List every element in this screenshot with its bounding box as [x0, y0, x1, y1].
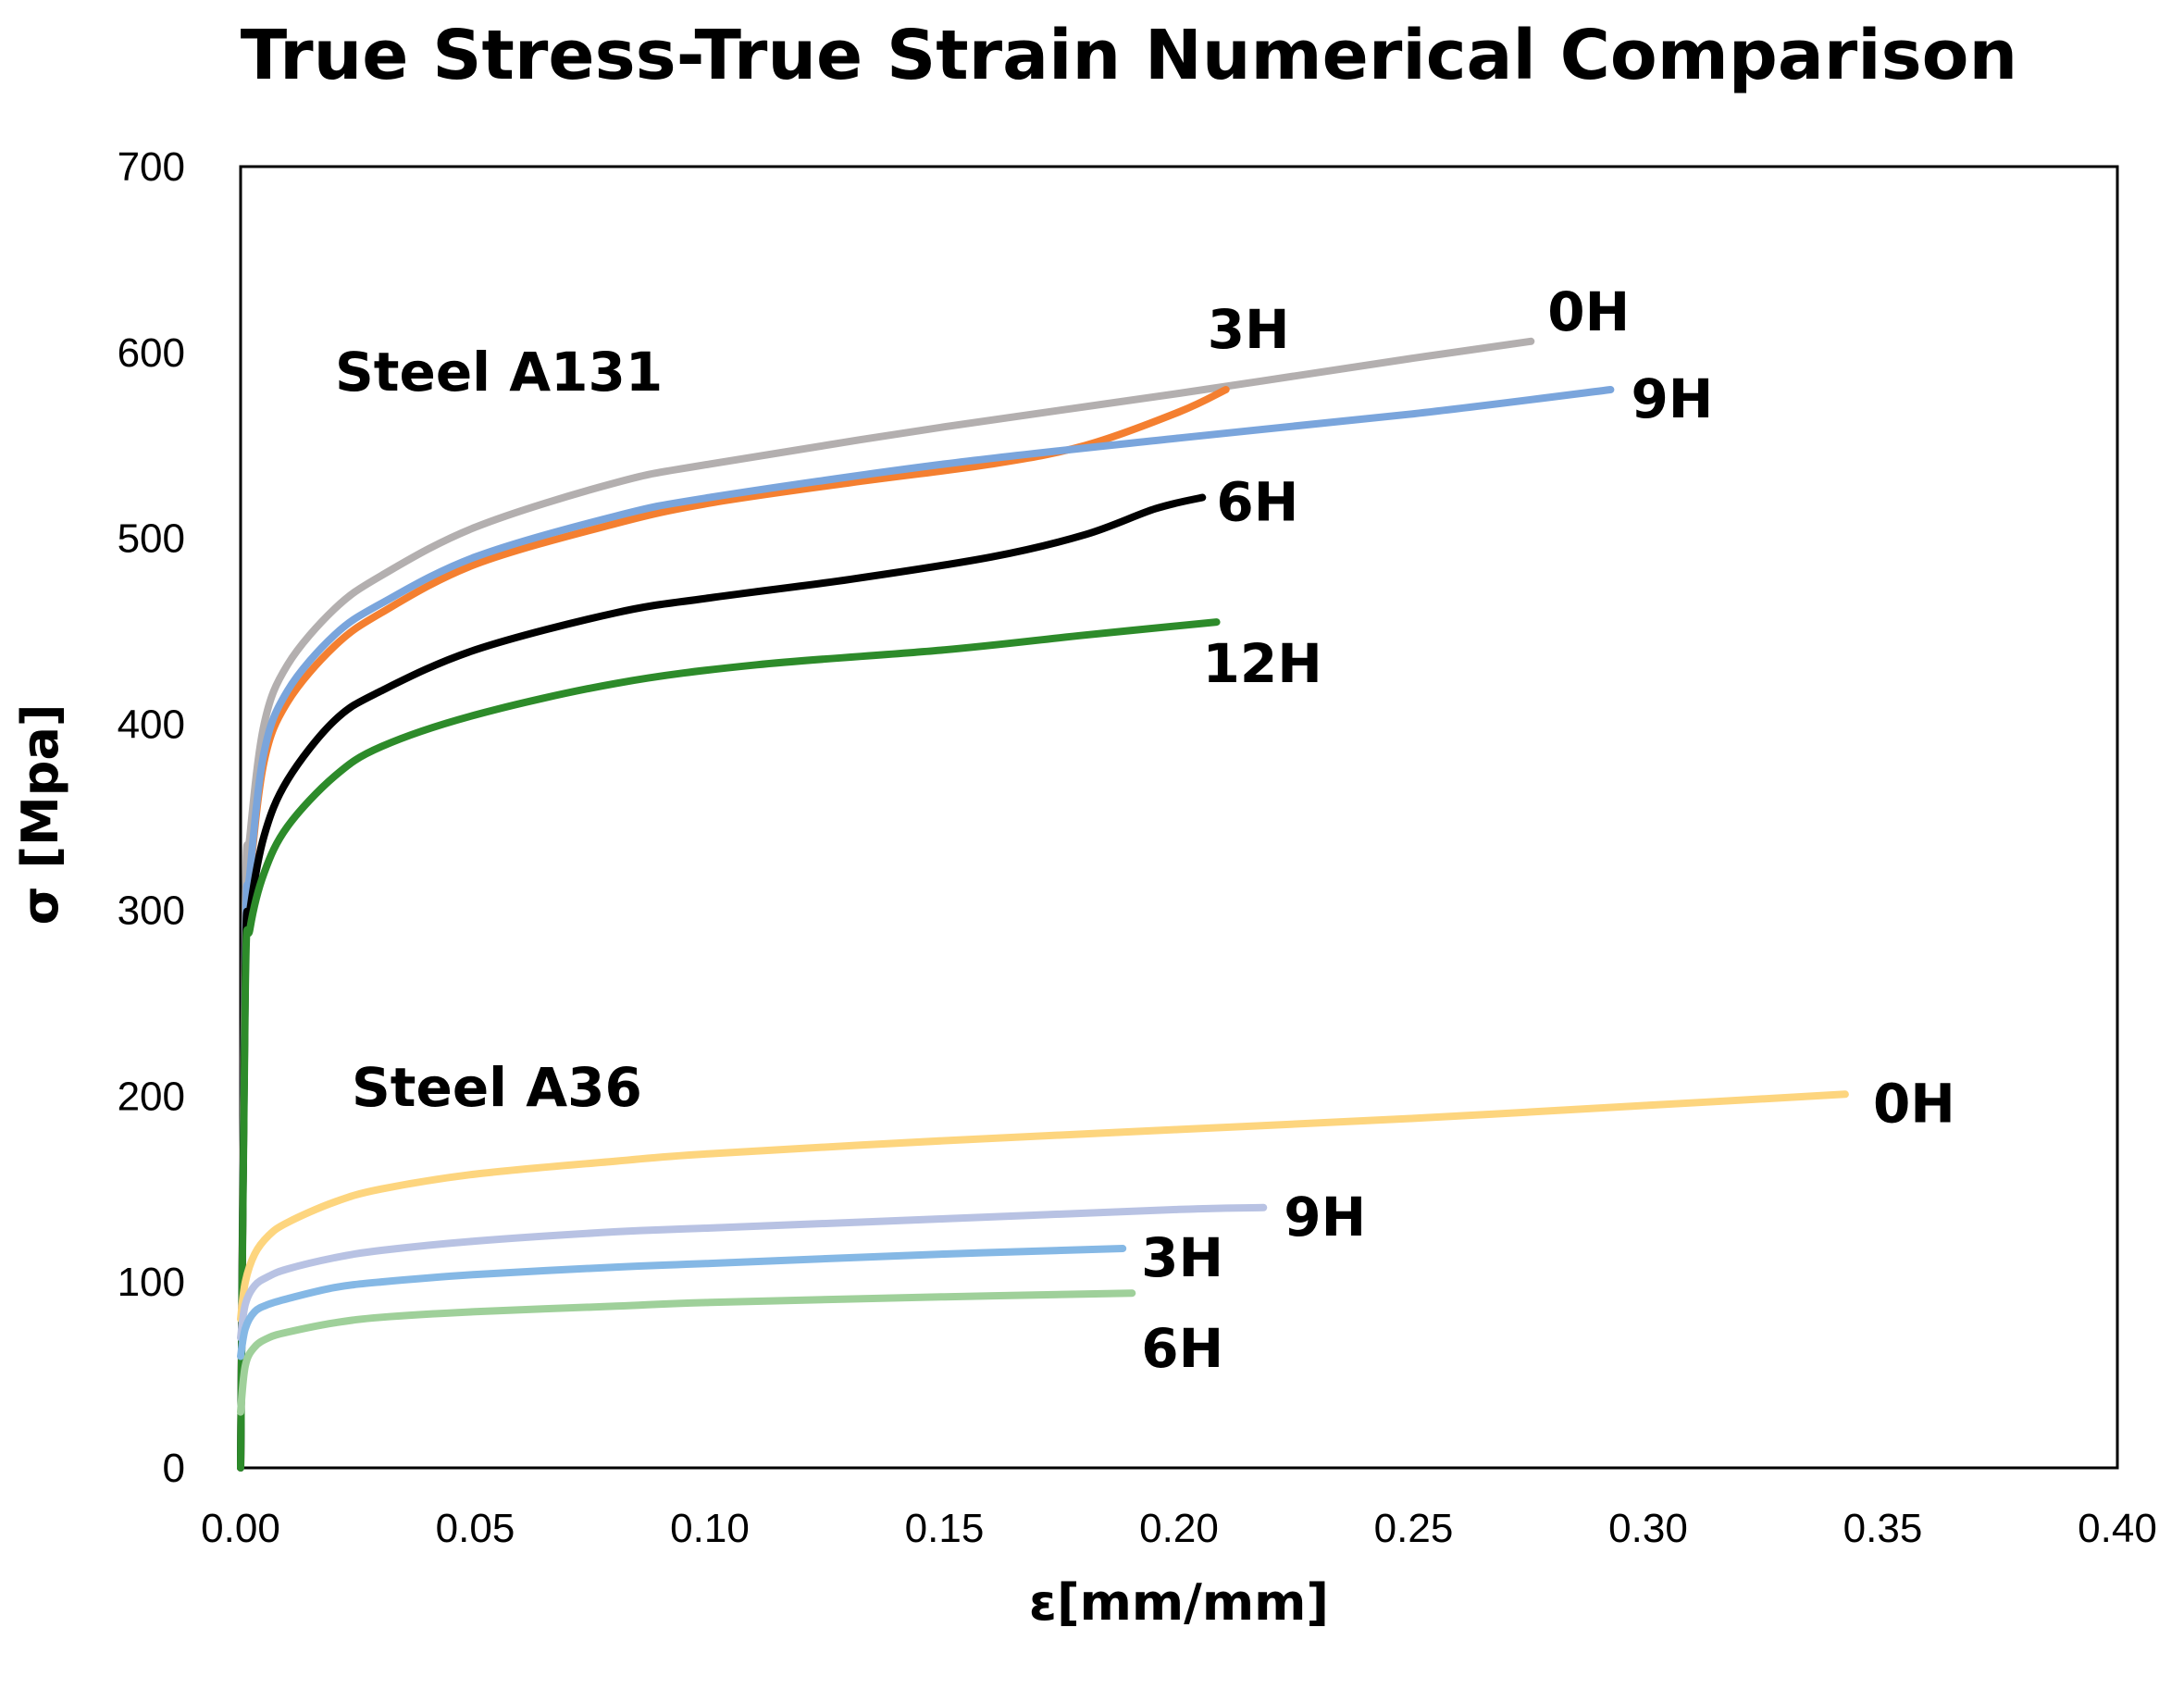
- series-line-a36-0h: [237, 1090, 1849, 1323]
- x-tick-label: 0.30: [1608, 1506, 1688, 1551]
- x-tick-label: 0.35: [1843, 1506, 1923, 1551]
- series-line-a131-12h: [237, 618, 1221, 1472]
- x-tick-label: 0.10: [670, 1506, 750, 1551]
- x-tick-label: 0.00: [201, 1506, 280, 1551]
- series-label-a131-3h: 3H: [1208, 298, 1290, 361]
- y-tick-label: 700: [118, 144, 185, 190]
- y-tick-label: 300: [118, 888, 185, 933]
- x-tick-label: 0.05: [436, 1506, 515, 1551]
- y-tick-label: 0: [163, 1446, 185, 1491]
- x-tick-label: 0.20: [1139, 1506, 1219, 1551]
- y-axis-label: σ [Mpa]: [11, 703, 69, 925]
- series-line-a131-9h: [237, 386, 1615, 1472]
- y-tick-label: 600: [118, 330, 185, 376]
- x-axis-ticks: 0.00 0.05 0.10 0.15 0.20 0.25 0.30 0.35 0.40: [201, 1506, 2157, 1551]
- series-line-a131-6h: [237, 493, 1207, 1472]
- group-label-a36: Steel A36: [352, 1056, 642, 1119]
- series-label-a36-9h: 9H: [1284, 1186, 1366, 1249]
- y-tick-label: 100: [118, 1260, 185, 1305]
- y-tick-label: 500: [118, 516, 185, 562]
- series-label-a131-9h: 9H: [1631, 367, 1713, 430]
- series-label-a36-3h: 3H: [1141, 1226, 1223, 1289]
- plot-area: [239, 165, 2119, 1470]
- series-label-a131-0h: 0H: [1547, 280, 1630, 343]
- series-label-a131-12h: 12H: [1203, 632, 1322, 695]
- x-tick-label: 0.25: [1374, 1506, 1454, 1551]
- x-tick-label: 0.40: [2078, 1506, 2157, 1551]
- series-line-a36-9h: [237, 1203, 1268, 1342]
- series-label-a131-6h: 6H: [1216, 471, 1298, 534]
- y-axis-ticks: 0 100 200 300 400 500 600 700: [118, 144, 185, 1491]
- series-line-a131-3h: [237, 386, 1230, 1472]
- y-tick-label: 200: [118, 1074, 185, 1119]
- x-axis-label: ε[mm/mm]: [1029, 1573, 1329, 1632]
- series-line-a131-0h: [237, 337, 1535, 1472]
- series-lines: [237, 337, 1849, 1472]
- series-line-a36-3h: [237, 1245, 1127, 1360]
- x-tick-label: 0.15: [905, 1506, 985, 1551]
- series-label-a36-6h: 6H: [1141, 1317, 1223, 1380]
- series-label-a36-0h: 0H: [1873, 1072, 1955, 1135]
- group-label-a131: Steel A131: [335, 341, 663, 404]
- chart-title: True Stress-True Strain Numerical Compar…: [241, 16, 2017, 95]
- series-line-a36-6h: [237, 1289, 1136, 1416]
- y-tick-label: 400: [118, 702, 185, 748]
